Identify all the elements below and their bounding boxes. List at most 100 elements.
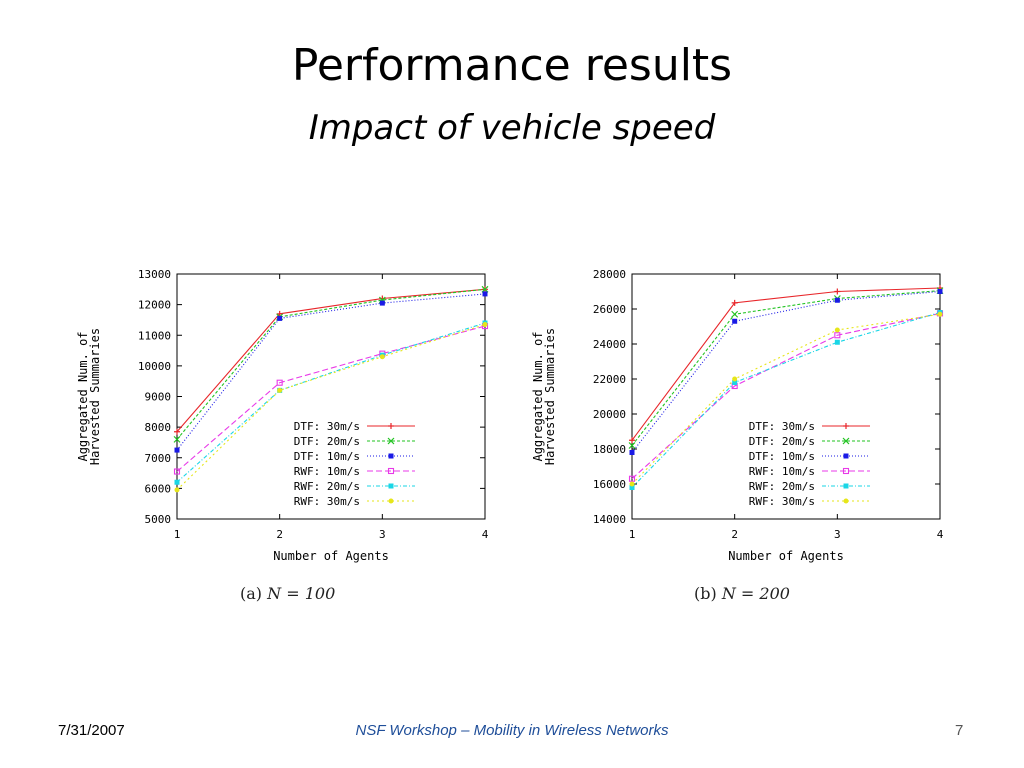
chart1-data-point bbox=[276, 310, 283, 317]
chart2-xtick-label: 2 bbox=[731, 528, 738, 541]
chart2-data-point bbox=[628, 475, 636, 482]
chart2-legend-marker bbox=[843, 453, 849, 459]
chart1-series-line bbox=[176, 322, 486, 483]
chart2-series-line bbox=[631, 287, 941, 441]
chart2-data-point bbox=[629, 450, 635, 455]
chart2-data-point bbox=[629, 485, 635, 490]
chart1-series-1 bbox=[173, 285, 489, 443]
chart1-legend-marker bbox=[387, 467, 395, 475]
chart2-data-point bbox=[937, 311, 943, 317]
chart1-ytick-label: 9000 bbox=[145, 391, 172, 404]
chart2-data-point bbox=[732, 318, 738, 324]
chart2-series-line bbox=[631, 311, 941, 488]
chart1-legend: DTF: 30m/s DTF: 20m/s DTF: 10m/s RWF: 10m/s… bbox=[294, 420, 415, 508]
chart2-y-axis-label: Harvested Summaries bbox=[543, 328, 557, 465]
chart1-series-line bbox=[176, 288, 486, 433]
chart1-legend-marker bbox=[388, 483, 394, 489]
chart2-data-point bbox=[732, 380, 738, 385]
chart1-y-axis-label: Aggregated Num. of bbox=[76, 331, 90, 461]
chart1-ytick-label: 5000 bbox=[145, 513, 172, 526]
chart2-legend-label: RWF: 30m/s bbox=[749, 495, 815, 508]
chart2-xtick-label: 3 bbox=[834, 528, 841, 541]
chart1-ytick-label: 13000 bbox=[138, 268, 171, 281]
chart1-x-axis-label: Number of Agents bbox=[273, 549, 389, 563]
chart2-data-point bbox=[834, 332, 841, 339]
chart1-series-line bbox=[176, 324, 486, 491]
chart2-ytick-label: 26000 bbox=[593, 303, 626, 316]
chart2-ytick-label: 18000 bbox=[593, 443, 626, 456]
chart2-legend-label: DTF: 20m/s bbox=[749, 435, 815, 448]
chart1-legend-label: DTF: 20m/s bbox=[294, 435, 360, 448]
chart2-ytick-label: 28000 bbox=[593, 268, 626, 281]
caption-a-label: (a) bbox=[240, 584, 263, 603]
chart1-legend-label: DTF: 10m/s bbox=[294, 450, 360, 463]
caption-b-math: N = 200 bbox=[721, 584, 790, 603]
chart1-xtick-label: 1 bbox=[174, 528, 181, 541]
chart2-ytick-label: 16000 bbox=[593, 478, 626, 491]
chart1-data-point bbox=[276, 379, 283, 386]
chart2-legend-label: RWF: 20m/s bbox=[749, 480, 815, 493]
chart1-data-point bbox=[481, 285, 489, 293]
chart2-data-point bbox=[834, 288, 841, 295]
chart-n100: 5000 6000 7000 8000 9000 10000 11000 12000 13000… bbox=[76, 268, 489, 563]
chart1-legend-marker bbox=[388, 423, 394, 429]
chart2-data-point bbox=[937, 289, 943, 294]
chart2-legend-marker bbox=[843, 423, 849, 429]
chart2-ytick-label: 14000 bbox=[593, 513, 626, 526]
chart1-legend-label: RWF: 20m/s bbox=[294, 480, 360, 493]
chart1-data-point bbox=[482, 291, 488, 297]
chart2-legend-marker bbox=[842, 467, 850, 475]
caption-b: (b) N = 200 bbox=[694, 584, 790, 603]
chart2-ytick-label: 22000 bbox=[593, 373, 626, 386]
chart2-series-2 bbox=[629, 289, 943, 455]
chart2-ytick-label: 20000 bbox=[593, 408, 626, 421]
chart1-ytick-label: 11000 bbox=[138, 329, 171, 342]
chart1-y-axis-label: Harvested Summaries bbox=[88, 328, 102, 465]
chart1-legend-marker bbox=[388, 498, 394, 504]
chart2-data-point bbox=[731, 310, 739, 318]
footer-date: 7/31/2007 bbox=[58, 722, 125, 739]
chart1-legend-label: RWF: 30m/s bbox=[294, 495, 360, 508]
chart2-series-4 bbox=[629, 310, 943, 490]
chart1-series-line bbox=[176, 325, 486, 472]
chart2-data-point bbox=[628, 442, 636, 449]
chart2-legend-label: DTF: 30m/s bbox=[749, 420, 815, 433]
chart2-legend-marker bbox=[842, 437, 850, 445]
chart1-legend-marker bbox=[387, 437, 395, 445]
chart1-data-point bbox=[482, 322, 488, 328]
chart1-ytick-label: 12000 bbox=[138, 299, 171, 312]
chart1-series-line bbox=[176, 288, 486, 440]
chart2-data-point bbox=[629, 437, 635, 444]
chart2-legend-marker bbox=[843, 483, 849, 489]
chart1-data-point bbox=[174, 447, 180, 453]
chart2-legend: DTF: 30m/s DTF: 20m/s DTF: 10m/s RWF: 10m/s… bbox=[749, 420, 870, 508]
chart1-data-point bbox=[174, 428, 180, 435]
chart2-ytick-label: 24000 bbox=[593, 338, 626, 351]
chart1-data-point bbox=[173, 468, 181, 475]
chart1-data-point bbox=[379, 354, 385, 360]
chart2-series-line bbox=[631, 290, 941, 453]
chart2-series-5 bbox=[629, 311, 943, 487]
chart2-data-point bbox=[834, 327, 840, 333]
chart2-xtick-label: 4 bbox=[937, 528, 944, 541]
caption-a: (a) N = 100 bbox=[240, 584, 335, 603]
chart1-xtick-label: 2 bbox=[276, 528, 283, 541]
chart2-xtick-label: 1 bbox=[629, 528, 636, 541]
chart-n200: 14000 16000 18000 20000 22000 24000 26000 28000… bbox=[531, 268, 944, 563]
chart1-data-point bbox=[173, 435, 181, 443]
chart2-data-point bbox=[834, 297, 840, 303]
chart1-ytick-label: 10000 bbox=[138, 360, 171, 373]
chart2-legend-label: RWF: 10m/s bbox=[749, 465, 815, 478]
chart2-data-point bbox=[834, 339, 840, 345]
chart1-legend-label: RWF: 10m/s bbox=[294, 465, 360, 478]
chart1-data-point bbox=[174, 479, 180, 485]
chart1-legend-marker bbox=[388, 453, 394, 459]
chart1-data-point bbox=[277, 315, 283, 321]
chart2-x-axis-label: Number of Agents bbox=[728, 549, 844, 563]
caption-b-label: (b) bbox=[694, 584, 717, 603]
chart1-xtick-label: 3 bbox=[379, 528, 386, 541]
chart2-series-line bbox=[631, 290, 941, 446]
slide-title: Performance results bbox=[291, 40, 733, 91]
chart1-series-5 bbox=[174, 322, 488, 493]
page-number: 7 bbox=[955, 722, 964, 739]
